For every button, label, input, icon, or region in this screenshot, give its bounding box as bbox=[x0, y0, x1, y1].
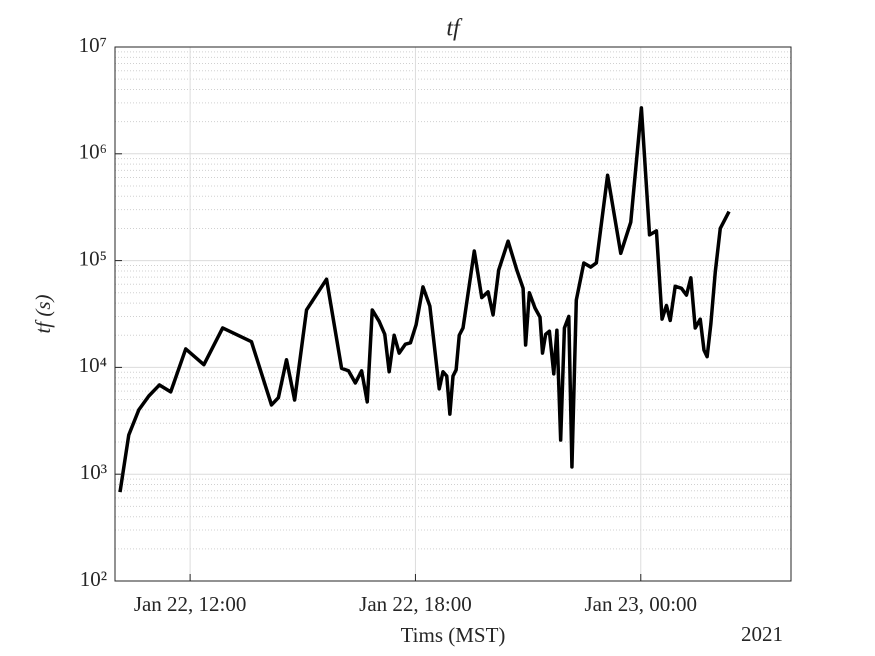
x-axis-label: Tims (MST) bbox=[401, 623, 506, 647]
x-tick-label: Jan 22, 18:00 bbox=[359, 592, 472, 616]
y-tick-label: 10⁶ bbox=[79, 140, 107, 164]
y-tick-label: 10² bbox=[80, 567, 107, 591]
ticks: 10² 10³ 10⁴ 10⁵ 10⁶ 10⁷ Jan 22, 12:00 Jan 22, 1… bbox=[79, 33, 697, 616]
chart-title: tf bbox=[446, 16, 463, 42]
data-line bbox=[118, 106, 731, 493]
y-tick-label: 10⁷ bbox=[79, 33, 107, 57]
y-axis-label: tf (s) bbox=[31, 294, 55, 333]
y-tick-label: 10³ bbox=[80, 460, 107, 484]
axes-box bbox=[114, 46, 792, 582]
plot-area bbox=[118, 106, 731, 493]
x-tick-label: Jan 23, 00:00 bbox=[584, 592, 697, 616]
x-tick-label: Jan 22, 12:00 bbox=[134, 592, 247, 616]
x-secondary-label: 2021 bbox=[741, 622, 783, 646]
y-tick-label: 10⁴ bbox=[79, 353, 107, 377]
y-tick-label: 10⁵ bbox=[79, 246, 107, 270]
